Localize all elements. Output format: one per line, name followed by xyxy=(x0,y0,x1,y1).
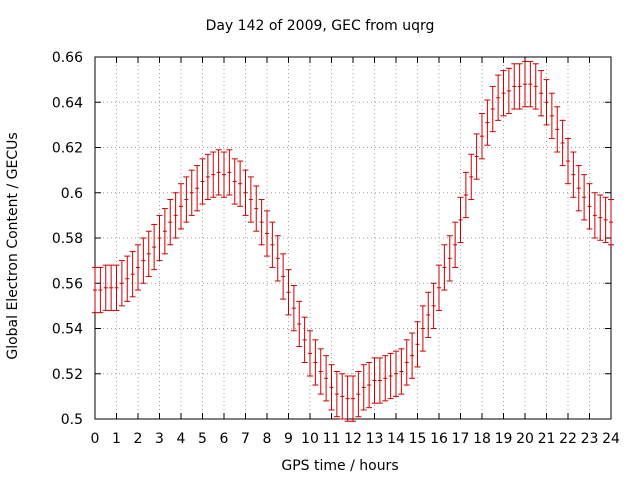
x-tick-label: 22 xyxy=(559,431,577,447)
x-tick-label: 7 xyxy=(241,431,250,447)
x-tick-label: 9 xyxy=(284,431,293,447)
x-tick-label: 0 xyxy=(91,431,100,447)
x-tick-label: 14 xyxy=(387,431,405,447)
x-tick-label: 21 xyxy=(538,431,556,447)
x-tick-label: 17 xyxy=(452,431,470,447)
x-tick-label: 1 xyxy=(112,431,121,447)
x-axis-label: GPS time / hours xyxy=(281,458,399,474)
x-tick-label: 2 xyxy=(134,431,143,447)
y-tick-label: 0.5 xyxy=(61,412,83,428)
x-tick-label: 4 xyxy=(177,431,186,447)
x-tick-label: 10 xyxy=(301,431,319,447)
x-tick-label: 5 xyxy=(198,431,207,447)
y-tick-label: 0.6 xyxy=(61,186,83,202)
x-tick-label: 18 xyxy=(473,431,491,447)
y-tick-label: 0.62 xyxy=(52,141,83,157)
x-tick-label: 11 xyxy=(323,431,341,447)
x-tick-label: 24 xyxy=(602,431,620,447)
x-tick-label: 12 xyxy=(344,431,362,447)
y-tick-label: 0.64 xyxy=(52,95,83,111)
chart-title: Day 142 of 2009, GEC from uqrg xyxy=(205,18,435,34)
x-tick-label: 13 xyxy=(366,431,384,447)
y-tick-label: 0.52 xyxy=(52,367,83,383)
y-tick-label: 0.56 xyxy=(52,276,83,292)
x-tick-label: 20 xyxy=(516,431,534,447)
x-tick-label: 6 xyxy=(220,431,229,447)
x-tick-label: 3 xyxy=(155,431,164,447)
y-tick-label: 0.58 xyxy=(52,231,83,247)
x-tick-label: 16 xyxy=(430,431,448,447)
y-axis-label: Global Electron Content / GECUs xyxy=(5,132,21,360)
x-tick-label: 8 xyxy=(263,431,272,447)
x-tick-label: 23 xyxy=(581,431,599,447)
y-tick-label: 0.54 xyxy=(52,322,83,338)
y-tick-label: 0.66 xyxy=(52,50,83,66)
x-tick-label: 15 xyxy=(409,431,427,447)
x-tick-label: 19 xyxy=(495,431,513,447)
